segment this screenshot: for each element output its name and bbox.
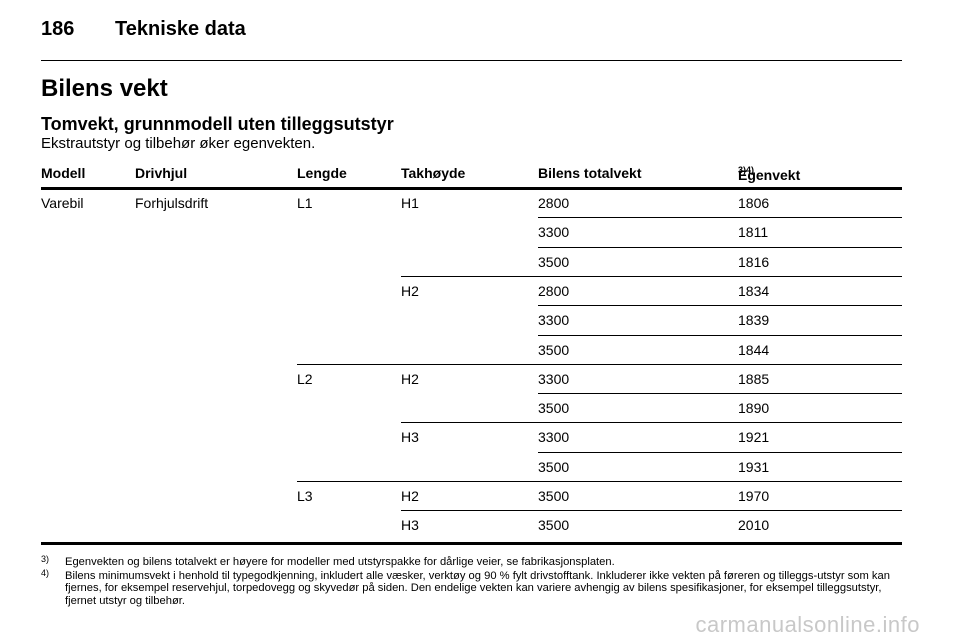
footnote-text: Egenvekten og bilens totalvekt er høyere… (65, 556, 615, 568)
table-cell-egenvekt: 1839 (738, 312, 770, 329)
table-cell-egenvekt: 1931 (738, 458, 770, 475)
table-cell-totalvekt: 3500 (538, 517, 570, 534)
table-cell-egenvekt: 1834 (738, 282, 770, 299)
table-cell-takhoyde: H2 (401, 488, 419, 504)
table-cell-totalvekt: 3500 (538, 341, 570, 358)
footnote-mark: 3) (41, 554, 50, 564)
row-separator (538, 334, 902, 336)
table-cell-takhoyde: H2 (401, 370, 419, 387)
footnote: 4) Bilens minimumsvekt i henhold til typ… (41, 567, 902, 608)
row-separator (538, 451, 902, 453)
table-cell-totalvekt: 3300 (538, 224, 570, 241)
header-divider (41, 60, 902, 61)
page-number: 186 (41, 18, 75, 40)
table-cell-takhoyde: H3 (401, 429, 419, 446)
column-header-egenvekt-label: Egenvekt (738, 167, 801, 183)
column-header-lengde: Lengde (297, 165, 347, 181)
table-cell-lengde: L2 (297, 370, 313, 387)
row-separator (538, 246, 902, 248)
table-cell-drivhjul: Forhjulsdrift (135, 195, 209, 211)
row-separator (297, 481, 902, 482)
table-cell-totalvekt: 2800 (538, 282, 570, 299)
table-header: Modell Drivhjul Lengde Takhøyde Bilens t… (41, 163, 902, 190)
table-cell-egenvekt: 1844 (738, 341, 770, 358)
row-separator (401, 510, 902, 512)
table-cell-takhoyde: H1 (401, 195, 419, 211)
table-cell-lengde: L3 (297, 488, 313, 504)
table-cell-takhoyde: H3 (401, 517, 419, 534)
row-separator (401, 275, 902, 277)
footnotes: 3) Egenvekten og bilens totalvekt er høy… (41, 554, 902, 608)
row-separator (401, 422, 902, 424)
footnote-refs: 3)4) (738, 165, 755, 175)
row-separator (538, 217, 902, 219)
table-cell-totalvekt: 3300 (538, 370, 570, 387)
footnote: 3) Egenvekten og bilens totalvekt er høy… (41, 554, 902, 569)
table-cell-takhoyde: H2 (401, 282, 419, 299)
table-cell-egenvekt: 1885 (738, 370, 770, 387)
table-cell-modell: Varebil (41, 195, 84, 211)
column-header-totalvekt: Bilens totalvekt (538, 165, 642, 181)
page-header: 186 Tekniske data (41, 18, 246, 41)
row-separator (538, 393, 902, 395)
table-cell-totalvekt: 3500 (538, 400, 570, 417)
table-cell-egenvekt: 1816 (738, 253, 770, 270)
table-cell-totalvekt: 3300 (538, 312, 570, 329)
chapter-title: Tekniske data (115, 18, 246, 40)
column-header-modell: Modell (41, 165, 86, 181)
table-cell-totalvekt: 3500 (538, 488, 570, 504)
section-title: Bilens vekt (41, 75, 168, 102)
table-cell-egenvekt: 1811 (738, 224, 769, 241)
table-cell-totalvekt: 3500 (538, 458, 570, 475)
intro-text: Ekstrautstyr og tilbehør øker egenvekten… (41, 135, 316, 152)
column-header-drivhjul: Drivhjul (135, 165, 188, 181)
table-cell-egenvekt: 1806 (738, 195, 770, 211)
table-cell-totalvekt: 3300 (538, 429, 570, 446)
table-cell-totalvekt: 3500 (538, 253, 570, 270)
footnote-mark: 4) (41, 567, 50, 578)
table-cell-totalvekt: 2800 (538, 195, 570, 211)
table-cell-lengde: L1 (297, 195, 313, 211)
column-header-takhoyde: Takhøyde (401, 165, 466, 181)
column-header-egenvekt: Egenvekt 3)4) (738, 165, 800, 183)
row-separator (538, 305, 902, 307)
row-separator (297, 363, 902, 365)
table-bottom-rule (41, 542, 902, 545)
table-cell-egenvekt: 2010 (738, 517, 770, 534)
footnote-text: Bilens minimumsvekt i henhold til typego… (65, 569, 890, 607)
table-cell-egenvekt: 1970 (738, 488, 770, 504)
watermark: carmanualsonline.info (695, 612, 920, 637)
table-cell-egenvekt: 1890 (738, 400, 770, 417)
subsection-title: Tomvekt, grunnmodell uten tilleggsutstyr (41, 114, 394, 134)
table-cell-egenvekt: 1921 (738, 429, 770, 446)
